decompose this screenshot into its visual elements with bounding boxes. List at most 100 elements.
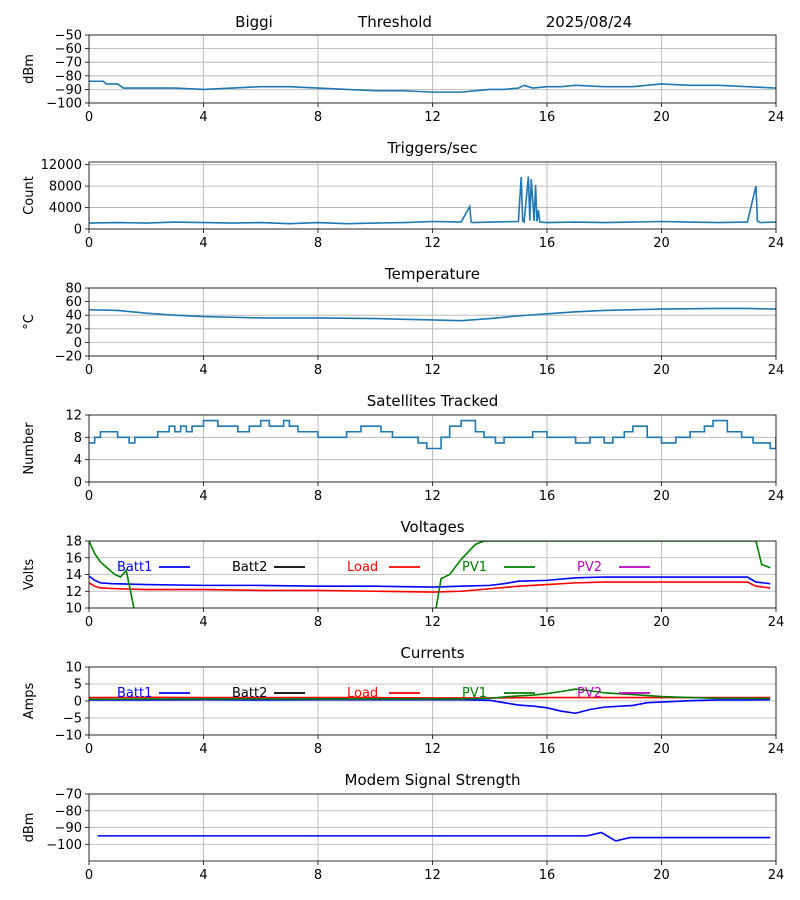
x-tick-label: 8 (314, 489, 322, 504)
series-layer (89, 419, 776, 450)
series-line-satellites (89, 419, 776, 450)
y-tick-label: 8 (74, 431, 82, 446)
x-tick-label: 0 (85, 868, 93, 883)
x-tick-label: 20 (653, 742, 670, 757)
legend-label-batt2: Batt2 (232, 560, 267, 575)
x-tick-label: 24 (768, 110, 785, 125)
y-tick-label: 16 (65, 551, 82, 566)
y-tick-label: −90 (55, 83, 82, 98)
x-tick-label: 16 (539, 236, 556, 251)
y-tick-label: −100 (46, 838, 82, 853)
chart-title: Satellites Tracked (367, 392, 498, 410)
y-tick-label: 4000 (49, 201, 82, 216)
y-tick-label: −80 (55, 69, 82, 84)
legend-label-pv1: PV1 (462, 560, 487, 575)
x-tick-label: 4 (199, 615, 207, 630)
x-tick-label: 24 (768, 236, 785, 251)
x-tick-label: 4 (199, 236, 207, 251)
x-tick-label: 12 (424, 489, 441, 504)
x-tick-label: 20 (653, 363, 670, 378)
series-line-signal (89, 80, 776, 93)
chart-modem: 0 4 8 12 16 20 24 −100 −90 −80−70 Modem Signal Str… (22, 771, 784, 883)
y-tick-label: 10 (65, 602, 82, 617)
chart-signal: 0 4 8 12 16 20 24 −100−90−80−70−60−50 dBm (22, 29, 784, 126)
series-layer (89, 176, 776, 225)
chart-title: Modem Signal Strength (345, 771, 521, 789)
x-tick-label: 24 (768, 742, 785, 757)
series-line-triggers (89, 176, 776, 225)
series-layer (89, 80, 776, 93)
y-tick-label: 60 (65, 295, 82, 310)
y-tick-label: −20 (55, 350, 82, 365)
chart-title: Triggers/sec (387, 139, 478, 157)
series-layer (89, 307, 776, 322)
x-tick-label: 0 (85, 615, 93, 630)
y-tick-label: −70 (55, 788, 82, 803)
series-layer (97, 831, 771, 842)
x-tick-label: 20 (653, 110, 670, 125)
y-tick-label: 80 (65, 282, 82, 297)
header-mode: Threshold (357, 13, 432, 31)
x-tick-label: 0 (85, 236, 93, 251)
x-tick-label: 20 (653, 868, 670, 883)
x-tick-label: 16 (539, 868, 556, 883)
y-tick-label: −100 (46, 97, 82, 112)
x-tick-label: 20 (653, 615, 670, 630)
x-tick-label: 16 (539, 363, 556, 378)
y-tick-label: −60 (55, 42, 82, 57)
y-tick-label: −10 (55, 729, 82, 744)
x-tick-label: 12 (424, 110, 441, 125)
legend-label-batt1: Batt1 (117, 560, 152, 575)
y-tick-label: 12 (65, 409, 82, 424)
y-tick-label: 8000 (49, 180, 82, 195)
x-tick-label: 24 (768, 363, 785, 378)
y-tick-label: 0 (74, 476, 82, 491)
y-axis-label: °C (22, 314, 37, 330)
y-tick-label: −80 (55, 804, 82, 819)
series-line-temperature (89, 307, 776, 322)
series-line-load (89, 581, 771, 593)
x-tick-label: 8 (314, 868, 322, 883)
x-tick-label: 16 (539, 615, 556, 630)
x-tick-label: 8 (314, 363, 322, 378)
legend-label-pv2: PV2 (577, 560, 602, 575)
legend-label-pv2: PV2 (577, 686, 602, 701)
x-tick-label: 4 (199, 868, 207, 883)
x-tick-label: 12 (424, 615, 441, 630)
x-tick-label: 8 (314, 615, 322, 630)
y-tick-label: 5 (74, 678, 82, 693)
x-tick-label: 16 (539, 110, 556, 125)
x-tick-label: 12 (424, 363, 441, 378)
x-tick-label: 4 (199, 363, 207, 378)
x-tick-label: 12 (424, 868, 441, 883)
x-tick-label: 0 (85, 110, 93, 125)
y-tick-label: 14 (65, 568, 82, 583)
x-tick-label: 0 (85, 489, 93, 504)
y-tick-label: −50 (55, 29, 82, 44)
y-tick-label: 10 (65, 661, 82, 676)
x-tick-label: 8 (314, 742, 322, 757)
x-tick-label: 0 (85, 742, 93, 757)
x-tick-label: 4 (199, 110, 207, 125)
header-station: Biggi (235, 13, 273, 31)
y-tick-label: 20 (65, 322, 82, 337)
series-layer (89, 688, 771, 715)
x-tick-label: 20 (653, 489, 670, 504)
y-tick-label: 0 (74, 695, 82, 710)
y-axis-label: Count (22, 176, 37, 215)
x-tick-label: 24 (768, 868, 785, 883)
x-tick-label: 8 (314, 236, 322, 251)
x-tick-label: 12 (424, 236, 441, 251)
header-date: 2025/08/24 (546, 13, 632, 31)
legend-label-load: Load (347, 686, 378, 701)
series-line-load (89, 696, 771, 699)
series-line-batt1 (89, 698, 771, 715)
x-tick-label: 20 (653, 236, 670, 251)
legend-label-batt1: Batt1 (117, 686, 152, 701)
legend-label-pv1: PV1 (462, 686, 487, 701)
chart-triggers: 0 4 8 12 16 20 24 0 4000 8000 12000 Triggers/sec Cou… (22, 139, 784, 251)
